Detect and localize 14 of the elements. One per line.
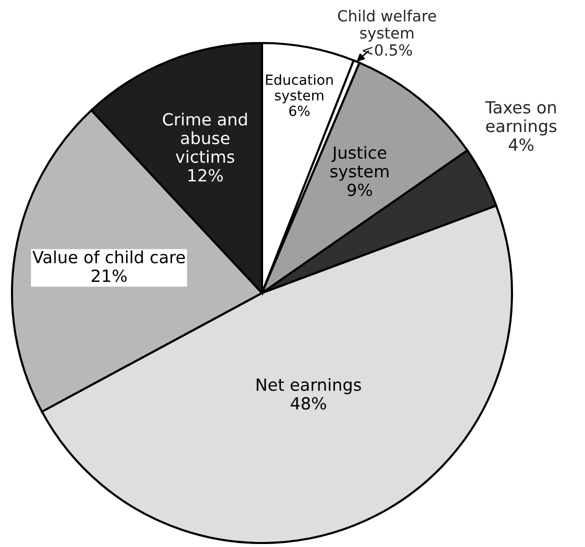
data-label: 6% xyxy=(289,106,310,116)
slice-label: Justice system xyxy=(330,146,388,181)
slice-label: Taxes on earnings xyxy=(485,101,556,136)
data-label: 4% xyxy=(508,138,534,151)
slice-label: Crime and abuse victims xyxy=(162,112,247,163)
slice-label: Child welfare system xyxy=(338,10,436,42)
data-label: 9% xyxy=(348,184,372,196)
slice-label: Value of child care xyxy=(32,250,185,264)
data-label: 21% xyxy=(92,269,127,282)
data-label: 48% xyxy=(290,397,326,410)
slice-label: Education system xyxy=(266,74,333,104)
data-label: 12% xyxy=(188,169,223,182)
data-label: <0.5% xyxy=(362,44,412,56)
slice-label: Net earnings xyxy=(256,378,361,394)
